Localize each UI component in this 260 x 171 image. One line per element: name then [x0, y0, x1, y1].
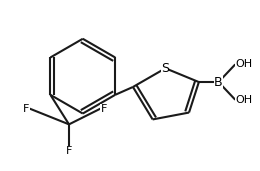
Text: F: F [100, 104, 107, 114]
Text: F: F [23, 104, 30, 114]
Text: B: B [214, 76, 223, 89]
Text: S: S [161, 62, 170, 75]
Text: OH: OH [235, 59, 252, 69]
Text: F: F [66, 146, 72, 156]
Text: OH: OH [235, 95, 252, 105]
